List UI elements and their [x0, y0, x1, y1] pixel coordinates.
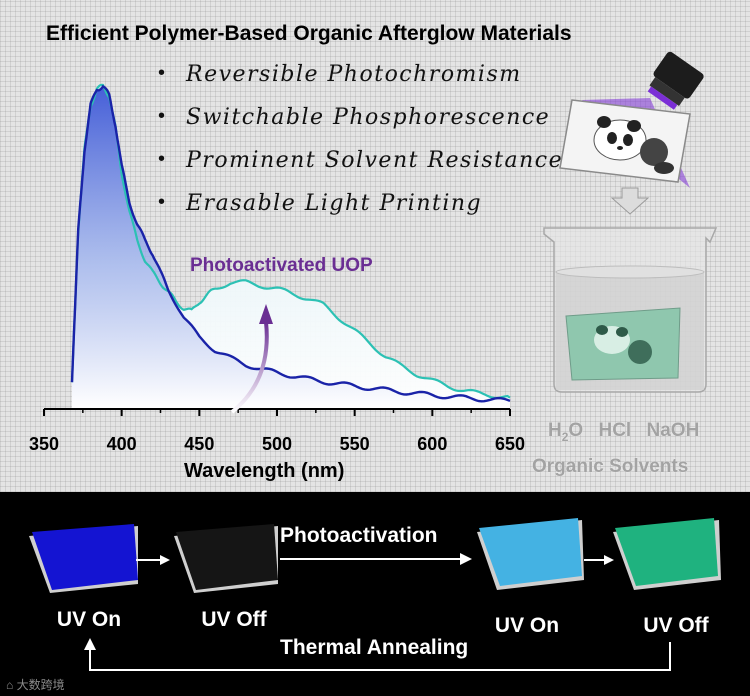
- feature-text: Switchable Phosphorescence: [186, 105, 551, 130]
- arrow-1-head: [160, 555, 170, 565]
- down-arrow-icon: [610, 187, 650, 215]
- photoactivation-arrow-head: [460, 553, 472, 565]
- thermal-annealing-label: Thermal Annealing: [280, 636, 469, 659]
- bullet-icon: •: [158, 148, 166, 170]
- sample-uv-on-2: [477, 518, 584, 590]
- fluorescence-area: [72, 86, 510, 409]
- solvent-water: H2O: [548, 420, 584, 444]
- solvent-list: H2O HCl NaOH: [548, 420, 699, 444]
- state-label-uv-on: UV On: [56, 608, 122, 631]
- thermal-annealing-arrow: [89, 642, 671, 671]
- state-label-uv-off: UV Off: [643, 614, 709, 637]
- beaker-icon: [543, 227, 718, 393]
- feature-text: Prominent Solvent Resistance: [186, 148, 564, 173]
- process-diagram: [29, 518, 721, 671]
- x-tick-label: 650: [494, 434, 526, 454]
- x-tick-label: 350: [28, 434, 60, 454]
- x-axis: [43, 408, 511, 416]
- thermal-annealing-arrow-head: [84, 638, 96, 650]
- sample-uv-off-1: [174, 524, 278, 593]
- activation-arrow: [230, 321, 269, 414]
- top-panel: Efficient Polymer-Based Organic Afterglo…: [0, 0, 750, 492]
- x-tick-label: 600: [417, 434, 448, 454]
- x-tick-label: 400: [106, 434, 137, 454]
- feature-item: • Prominent Solvent Resistance: [158, 148, 562, 173]
- arrow-3-head: [604, 555, 614, 565]
- watermark-text: 大数跨境: [16, 678, 65, 692]
- activation-arrow-head: [259, 304, 273, 324]
- photoactivation-label: Photoactivation: [280, 524, 438, 547]
- spectrum-chart: [43, 83, 511, 416]
- photoactivated-uop-label: Photoactivated UOP: [190, 255, 373, 276]
- fluorescence-line: [70, 84, 511, 403]
- process-panel: UV On UV Off UV On UV Off Photoactivatio…: [0, 492, 750, 696]
- organic-solvents-label: Organic Solvents: [532, 456, 689, 477]
- watermark-logo-icon: ⌂: [6, 678, 14, 692]
- feature-text: Erasable Light Printing: [186, 191, 483, 216]
- figure-title: Efficient Polymer-Based Organic Afterglo…: [46, 22, 572, 45]
- x-axis-label: Wavelength (nm): [184, 460, 345, 482]
- x-tick-label: 450: [184, 434, 215, 454]
- feature-text: Reversible Photochromism: [186, 62, 522, 87]
- sample-uv-off-2: [613, 518, 721, 590]
- bullet-icon: •: [158, 191, 166, 213]
- sample-uv-on-1: [29, 524, 138, 593]
- feature-item: • Switchable Phosphorescence: [158, 105, 549, 130]
- x-tick-label: 550: [339, 434, 370, 454]
- solvent-illustration: [543, 51, 718, 393]
- state-label-uv-off: UV Off: [201, 608, 267, 631]
- bullet-icon: •: [158, 62, 166, 84]
- x-tick-label: 500: [261, 434, 293, 454]
- feature-item: • Erasable Light Printing: [158, 191, 481, 216]
- bullet-icon: •: [158, 105, 166, 127]
- panda-film-icon: [559, 99, 691, 183]
- uv-lamp-icon: [647, 51, 704, 110]
- solvent-hcl: HCl: [598, 420, 632, 441]
- state-label-uv-on: UV On: [494, 614, 560, 637]
- feature-item: • Reversible Photochromism: [158, 62, 520, 87]
- watermark: ⌂ 大数跨境: [6, 676, 65, 693]
- solvent-naoh: NaOH: [646, 420, 700, 441]
